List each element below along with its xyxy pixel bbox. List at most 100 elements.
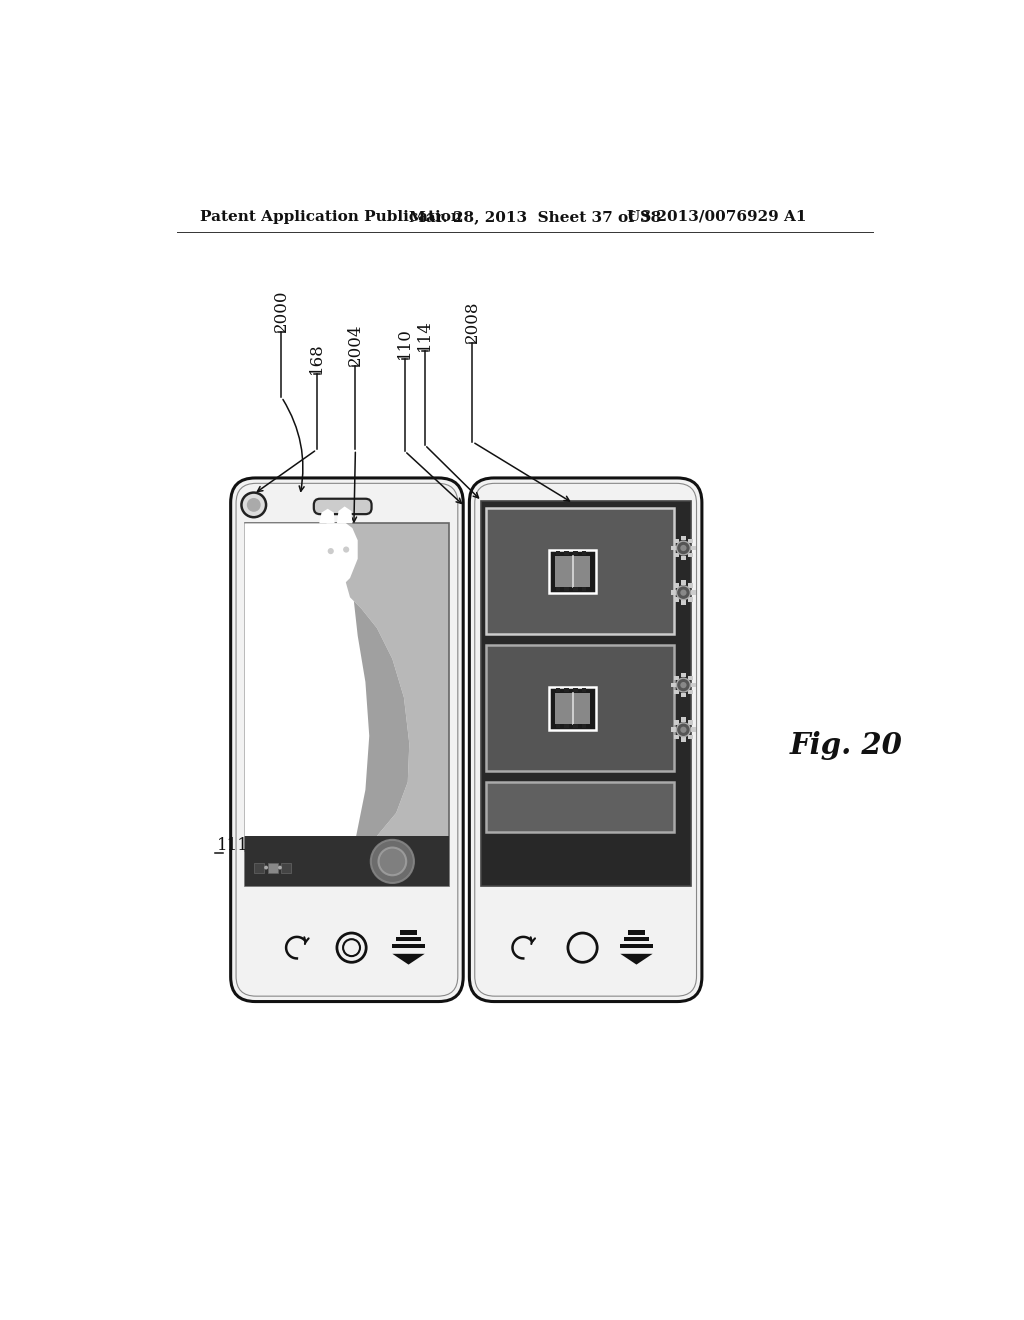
- Text: 110: 110: [396, 327, 413, 359]
- Bar: [681, 693, 686, 697]
- Bar: [582, 725, 587, 729]
- Bar: [674, 598, 679, 602]
- Bar: [688, 539, 693, 544]
- Circle shape: [677, 541, 690, 554]
- Bar: [674, 676, 679, 680]
- Bar: [674, 553, 679, 557]
- Bar: [564, 688, 568, 692]
- Bar: [564, 587, 568, 591]
- Text: 114: 114: [416, 319, 433, 351]
- Bar: [674, 583, 679, 587]
- Bar: [671, 590, 676, 595]
- Bar: [621, 944, 652, 949]
- Bar: [674, 734, 679, 739]
- Circle shape: [264, 866, 268, 870]
- Bar: [674, 539, 679, 544]
- Bar: [573, 725, 578, 729]
- Bar: [688, 676, 693, 680]
- Bar: [691, 545, 695, 550]
- Bar: [564, 725, 568, 729]
- Bar: [556, 587, 560, 591]
- Bar: [564, 552, 568, 554]
- Circle shape: [379, 847, 407, 875]
- Bar: [688, 598, 693, 602]
- Text: 2000: 2000: [273, 289, 290, 331]
- Polygon shape: [621, 954, 652, 965]
- Bar: [688, 734, 693, 739]
- Bar: [486, 781, 674, 832]
- Bar: [674, 721, 679, 725]
- Text: Fig. 20: Fig. 20: [790, 731, 902, 759]
- Bar: [681, 718, 686, 722]
- Circle shape: [677, 678, 690, 692]
- FancyBboxPatch shape: [469, 478, 701, 1002]
- Polygon shape: [319, 508, 335, 524]
- Bar: [688, 553, 693, 557]
- Bar: [681, 673, 686, 677]
- Bar: [392, 944, 425, 949]
- Bar: [267, 863, 278, 873]
- Bar: [486, 645, 674, 771]
- Circle shape: [680, 545, 686, 552]
- Bar: [582, 688, 587, 692]
- Bar: [555, 693, 590, 723]
- Polygon shape: [313, 524, 357, 586]
- Bar: [671, 545, 676, 550]
- Bar: [245, 836, 450, 886]
- Bar: [681, 536, 686, 540]
- Bar: [671, 682, 676, 688]
- Circle shape: [247, 498, 261, 512]
- Circle shape: [242, 492, 266, 517]
- Bar: [625, 937, 649, 941]
- Circle shape: [677, 586, 690, 599]
- Text: Patent Application Publication: Patent Application Publication: [200, 210, 462, 224]
- Polygon shape: [392, 954, 425, 965]
- Bar: [396, 937, 421, 941]
- Bar: [688, 583, 693, 587]
- Bar: [573, 688, 578, 692]
- Bar: [688, 690, 693, 694]
- Bar: [549, 686, 596, 730]
- Bar: [582, 552, 587, 554]
- FancyBboxPatch shape: [230, 478, 463, 1002]
- Polygon shape: [337, 507, 352, 524]
- Bar: [671, 727, 676, 733]
- Text: US 2013/0076929 A1: US 2013/0076929 A1: [628, 210, 807, 224]
- Circle shape: [371, 840, 414, 883]
- Circle shape: [680, 682, 686, 688]
- Polygon shape: [354, 601, 410, 847]
- Bar: [486, 645, 674, 771]
- Bar: [245, 524, 450, 886]
- Text: 1112: 1112: [217, 837, 259, 854]
- Bar: [549, 549, 596, 593]
- Circle shape: [677, 723, 690, 737]
- Text: 168: 168: [308, 342, 326, 374]
- Bar: [282, 863, 292, 873]
- Bar: [481, 502, 691, 886]
- Bar: [573, 587, 578, 591]
- FancyBboxPatch shape: [313, 499, 372, 515]
- Bar: [556, 688, 560, 692]
- Bar: [691, 682, 695, 688]
- Bar: [555, 556, 590, 586]
- Bar: [486, 508, 674, 635]
- Circle shape: [278, 866, 282, 870]
- Polygon shape: [245, 524, 410, 853]
- Text: 2008: 2008: [464, 301, 481, 343]
- Bar: [556, 725, 560, 729]
- Bar: [681, 738, 686, 742]
- Bar: [681, 556, 686, 561]
- Bar: [254, 863, 264, 873]
- Bar: [556, 552, 560, 554]
- Bar: [681, 581, 686, 585]
- Bar: [628, 929, 645, 935]
- Bar: [486, 508, 674, 635]
- Circle shape: [343, 546, 349, 553]
- Bar: [688, 721, 693, 725]
- Bar: [691, 590, 695, 595]
- Bar: [691, 727, 695, 733]
- Circle shape: [680, 726, 686, 733]
- Bar: [674, 690, 679, 694]
- Bar: [573, 552, 578, 554]
- Circle shape: [328, 548, 334, 554]
